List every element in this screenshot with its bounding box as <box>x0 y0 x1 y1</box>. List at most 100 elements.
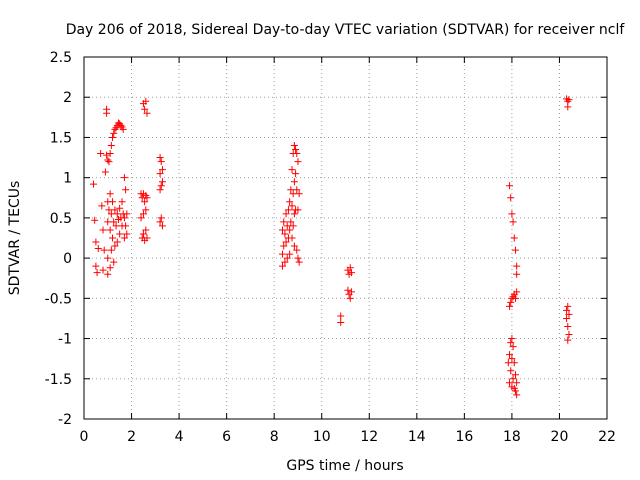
data-point <box>294 158 302 166</box>
data-point <box>110 218 118 226</box>
y-tick-label: -1 <box>58 332 72 348</box>
data-point <box>564 336 572 344</box>
data-point <box>281 230 289 238</box>
data-point <box>506 351 514 359</box>
data-point <box>105 206 113 214</box>
data-point <box>158 222 166 230</box>
data-point <box>156 170 164 178</box>
data-point <box>122 222 130 230</box>
y-tick-label: 2 <box>63 90 72 106</box>
data-point <box>139 210 147 218</box>
x-tick-label: 4 <box>175 429 184 445</box>
data-point <box>109 133 117 141</box>
data-point <box>513 379 521 387</box>
data-point <box>120 234 128 242</box>
data-point <box>111 125 119 133</box>
data-point <box>111 206 119 214</box>
data-point <box>508 355 516 363</box>
data-point <box>97 150 105 158</box>
x-tick-label: 22 <box>598 429 616 445</box>
grid <box>84 57 607 419</box>
data-point <box>290 210 298 218</box>
data-point <box>504 359 512 367</box>
data-point <box>106 226 114 234</box>
x-tick-label: 16 <box>455 429 473 445</box>
data-point <box>103 109 111 117</box>
data-point <box>92 238 100 246</box>
data-point <box>122 186 130 194</box>
data-point <box>293 246 301 254</box>
data-point <box>511 387 519 395</box>
data-point <box>347 269 355 277</box>
data-point <box>509 218 517 226</box>
data-point <box>295 258 303 266</box>
data-point <box>282 238 290 246</box>
data-point <box>564 103 572 111</box>
data-point <box>564 302 572 310</box>
data-point <box>513 270 521 278</box>
y-tick-label: -0.5 <box>45 291 72 307</box>
plot-frame <box>83 56 608 420</box>
data-point <box>116 204 124 212</box>
data-point <box>142 206 150 214</box>
data-point <box>564 322 572 330</box>
data-point <box>281 258 289 266</box>
data-point <box>157 158 165 166</box>
y-tick-label: -1.5 <box>45 372 72 388</box>
data-point <box>156 186 164 194</box>
data-point <box>111 242 119 250</box>
data-point <box>94 244 102 252</box>
data-point <box>506 379 514 387</box>
data-point <box>507 194 515 202</box>
data-point <box>279 262 287 270</box>
x-tick-label: 2 <box>127 429 136 445</box>
data-point <box>283 254 291 262</box>
data-point <box>511 294 519 302</box>
data-point <box>283 222 291 230</box>
data-point <box>100 246 108 254</box>
data-point <box>157 214 165 222</box>
data-point <box>104 270 112 278</box>
data-point <box>280 218 288 226</box>
data-point <box>142 226 150 234</box>
data-point <box>507 367 515 375</box>
data-point <box>337 318 345 326</box>
data-point <box>286 226 294 234</box>
data-point <box>104 218 112 226</box>
data-point <box>506 182 514 190</box>
data-point <box>118 198 126 206</box>
y-axis-label: SDTVAR / TECUs <box>7 181 23 296</box>
x-tick-label: 10 <box>313 429 331 445</box>
data-point <box>93 269 101 277</box>
data-point <box>511 246 519 254</box>
data-point <box>286 250 294 258</box>
data-point <box>294 254 302 262</box>
data-point <box>563 314 571 322</box>
chart-title: Day 206 of 2018, Sidereal Day-to-day VTE… <box>66 22 626 38</box>
y-tick-label: -2 <box>58 412 72 428</box>
data-point <box>104 254 112 262</box>
data-point <box>508 335 516 343</box>
data-point <box>290 141 298 149</box>
data-point <box>110 129 118 137</box>
data-point <box>120 214 128 222</box>
data-point <box>139 230 147 238</box>
data-point <box>565 96 573 104</box>
data-point <box>156 154 164 162</box>
data-point <box>508 210 516 218</box>
x-tick-label: 18 <box>503 429 521 445</box>
data-point <box>123 230 131 238</box>
data-point <box>106 150 114 158</box>
data-point <box>511 371 519 379</box>
data-point <box>294 206 302 214</box>
y-tick-label: 1.5 <box>50 130 72 146</box>
data-point <box>509 375 517 383</box>
data-point <box>344 286 352 294</box>
data-point <box>99 266 107 274</box>
data-point <box>91 216 99 224</box>
data-point <box>104 156 112 164</box>
data-point <box>280 242 288 250</box>
data-point <box>290 242 298 250</box>
x-axis-label: GPS time / hours <box>286 458 403 474</box>
